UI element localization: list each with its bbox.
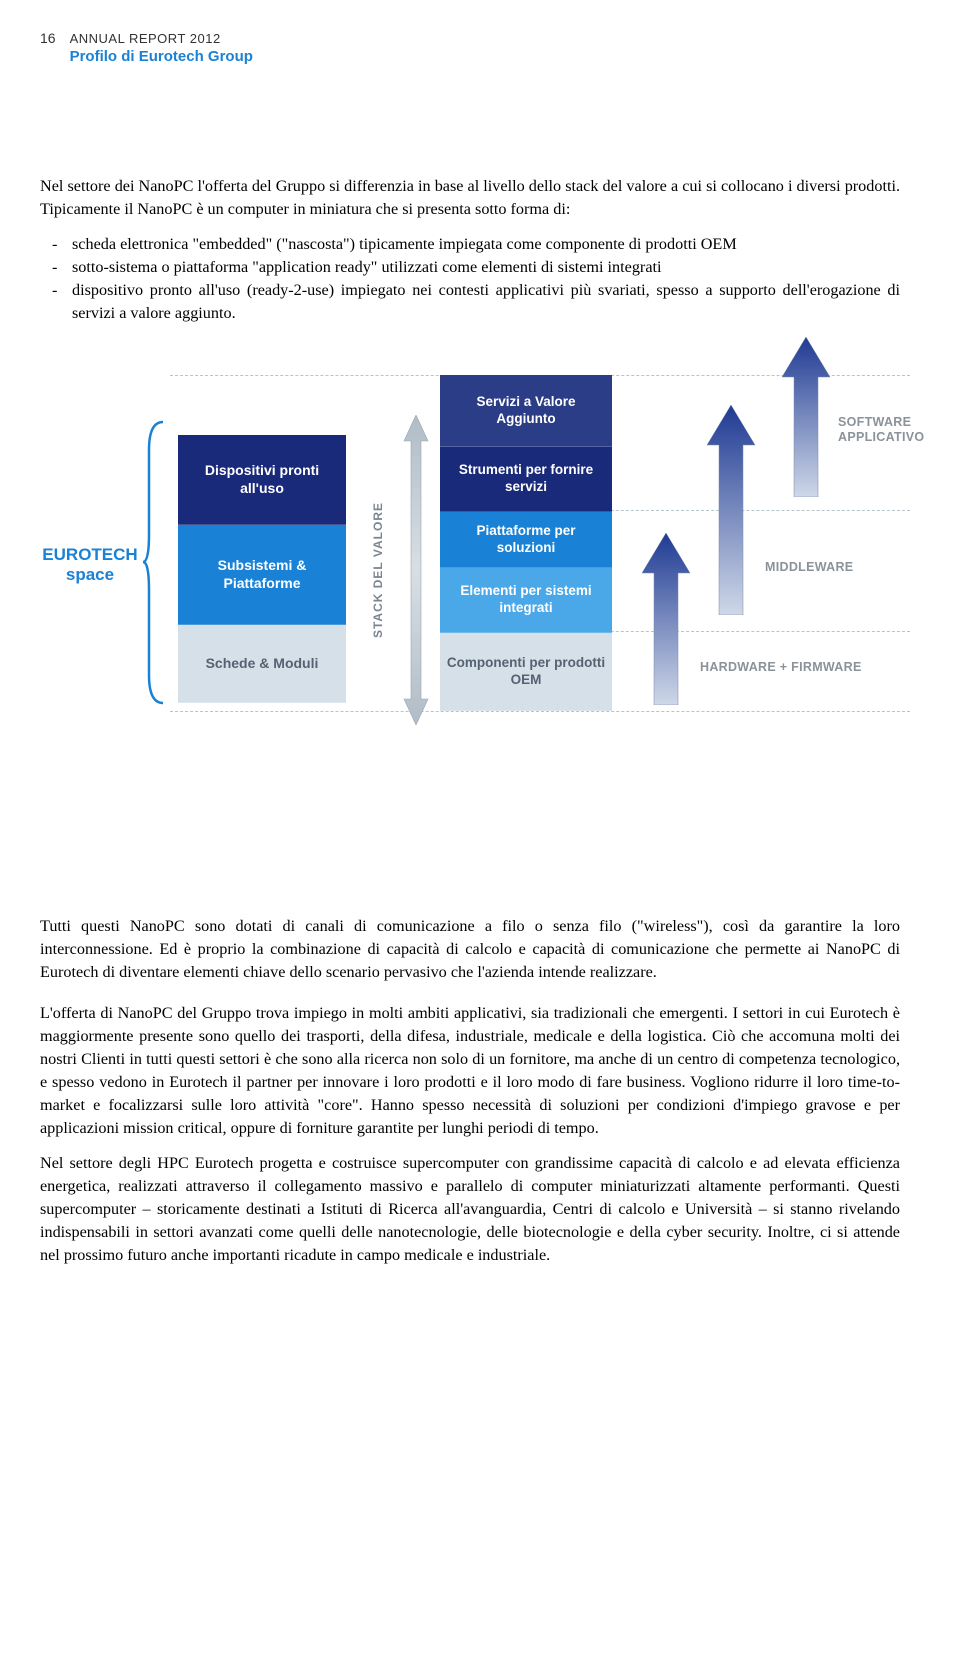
list-item: dispositivo pronto all'uso (ready-2-use)… [72, 279, 900, 325]
stack-cell: Piattaforme per soluzioni [440, 512, 612, 568]
page-header: 16 ANNUAL REPORT 2012 Profilo di Eurotec… [40, 30, 900, 65]
value-stack-diagram: EUROTECH space Dispositivi pronti all'us… [40, 385, 900, 795]
section-title: Profilo di Eurotech Group [70, 48, 253, 65]
column-value-chain: Servizi a Valore Aggiunto Strumenti per … [440, 375, 612, 711]
stack-cell: Dispositivi pronti all'uso [178, 435, 346, 525]
column-eurotech: Dispositivi pronti all'uso Subsistemi & … [178, 435, 346, 703]
double-arrow-icon [402, 415, 430, 725]
paragraph-4: Nel settore degli HPC Eurotech progetta … [40, 1152, 900, 1267]
middleware-label: MIDDLEWARE [765, 560, 853, 575]
list-item: sotto-sistema o piattaforma "application… [72, 256, 900, 279]
stack-label-wrap: STACK DEL VALORE [360, 430, 396, 710]
up-arrow-icon [640, 533, 692, 705]
label-text: space [66, 565, 114, 584]
list-item: scheda elettronica "embedded" ("nascosta… [72, 233, 900, 256]
software-applicativo-label: SOFTWARE APPLICATIVO [838, 415, 928, 445]
stack-cell: Strumenti per fornire servizi [440, 447, 612, 512]
hardware-firmware-label: HARDWARE + FIRMWARE [700, 660, 862, 675]
dash-line [170, 711, 910, 712]
stack-cell: Servizi a Valore Aggiunto [440, 375, 612, 447]
eurotech-space-label: EUROTECH space [40, 545, 140, 586]
bullet-list: scheda elettronica "embedded" ("nascosta… [40, 233, 900, 325]
paragraph-2: Tutti questi NanoPC sono dotati di canal… [40, 915, 900, 984]
report-title: ANNUAL REPORT 2012 [70, 31, 253, 46]
stack-cell: Schede & Moduli [178, 625, 346, 703]
up-arrow-icon [705, 405, 757, 615]
brace-icon [143, 420, 167, 705]
intro-paragraph: Nel settore dei NanoPC l'offerta del Gru… [40, 175, 900, 221]
up-arrow-icon [780, 337, 832, 497]
stack-cell: Subsistemi & Piattaforme [178, 525, 346, 625]
page-number: 16 [40, 30, 56, 46]
label-text: EUROTECH [42, 545, 137, 564]
paragraph-3: L'offerta di NanoPC del Gruppo trova imp… [40, 1002, 900, 1140]
stack-cell: Componenti per prodotti OEM [440, 633, 612, 711]
stack-del-valore-label: STACK DEL VALORE [371, 502, 385, 638]
stack-cell: Elementi per sistemi integrati [440, 568, 612, 633]
